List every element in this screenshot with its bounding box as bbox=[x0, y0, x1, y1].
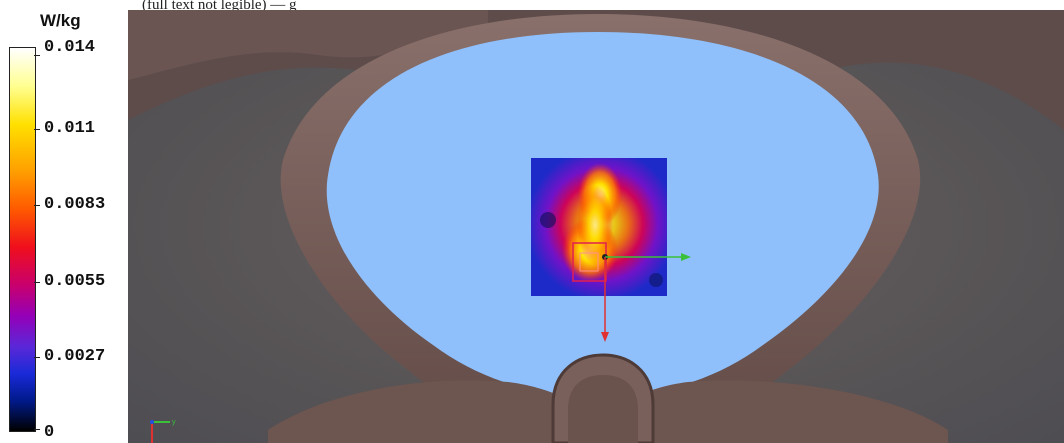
legend-tick-label: 0.0083 bbox=[44, 195, 106, 214]
legend-tick bbox=[34, 55, 40, 56]
legend-tick bbox=[34, 205, 40, 206]
colorbar bbox=[9, 47, 36, 432]
legend-tick bbox=[34, 282, 40, 283]
legend-tick-label: 0.011 bbox=[44, 119, 96, 138]
green-arrow-icon bbox=[605, 253, 691, 261]
field-heatmap bbox=[531, 158, 667, 296]
scene-svg: y bbox=[128, 10, 1064, 443]
legend-tick bbox=[34, 429, 40, 430]
color-legend: W/kg 0.014 0.011 0.0083 0.0055 0.0027 0 bbox=[0, 0, 128, 443]
image-caption: (full text not legible) — g bbox=[142, 0, 297, 13]
spine-inner bbox=[568, 375, 638, 443]
legend-tick-label: 0.014 bbox=[44, 38, 96, 57]
legend-tick bbox=[34, 357, 40, 358]
simulation-viewport[interactable]: y bbox=[128, 10, 1064, 443]
legend-tick bbox=[34, 129, 40, 130]
measurement-inner-box bbox=[579, 252, 599, 272]
legend-tick-label: 0.0027 bbox=[44, 347, 106, 366]
measurement-box bbox=[572, 242, 607, 282]
legend-unit: W/kg bbox=[40, 11, 81, 30]
legend-tick-label: 0 bbox=[44, 423, 55, 442]
svg-text:y: y bbox=[172, 419, 176, 426]
red-arrow-icon bbox=[601, 257, 609, 342]
axis-triad-icon: y bbox=[150, 419, 176, 443]
tissue-fold bbox=[128, 10, 488, 80]
legend-tick-label: 0.0055 bbox=[44, 272, 106, 291]
